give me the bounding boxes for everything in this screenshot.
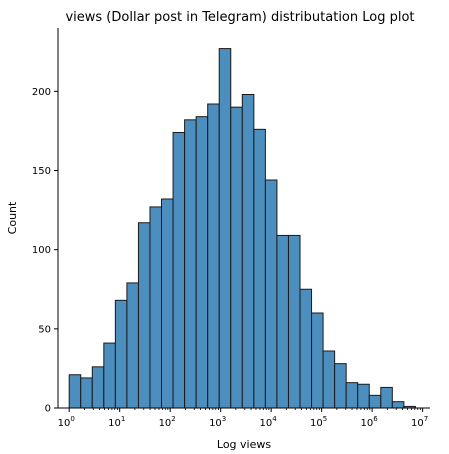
x-tick-label: 102: [159, 415, 176, 429]
histogram-bar: [161, 198, 174, 409]
chart-title: views (Dollar post in Telegram) distribu…: [65, 10, 414, 25]
histogram-bar: [287, 234, 301, 409]
bars-layer: [68, 48, 416, 409]
histogram-bar: [311, 312, 324, 409]
histogram-bar: [253, 128, 266, 409]
histogram-bar: [68, 374, 82, 409]
histogram-bar: [276, 234, 289, 409]
histogram-bar: [368, 394, 382, 409]
histogram-bar: [195, 116, 209, 409]
x-tick-label: 105: [310, 415, 327, 429]
y-ticks-layer: 0 50 100 150 200: [32, 87, 58, 415]
histogram-bar: [218, 48, 232, 409]
histogram-bar: [391, 401, 405, 409]
histogram-bar: [207, 103, 220, 409]
histogram-bar: [91, 366, 105, 409]
histogram-bar: [241, 94, 255, 409]
histogram-bar: [172, 132, 186, 409]
histogram-bar: [103, 342, 116, 409]
histogram-bar: [149, 206, 163, 409]
x-tick-label: 100: [58, 415, 75, 429]
histogram-bar: [184, 119, 197, 409]
histogram-bar: [264, 179, 278, 409]
histogram-bar: [322, 350, 336, 409]
histogram-bar: [380, 386, 393, 409]
y-tick-label: 100: [32, 245, 51, 256]
histogram-bar: [334, 363, 347, 409]
y-axis-label: Count: [6, 201, 19, 234]
x-tick-label: 104: [260, 415, 278, 429]
histogram-bar: [299, 288, 313, 409]
histogram-bar: [230, 106, 243, 409]
histogram-bar: [114, 299, 128, 409]
histogram-bar: [137, 222, 151, 409]
histogram-bar: [345, 382, 359, 409]
histogram-bar: [126, 282, 139, 409]
y-tick-label: 50: [38, 324, 51, 335]
y-tick-label: 150: [32, 166, 51, 177]
y-tick-label: 200: [32, 87, 51, 98]
x-ticks-layer: 100 101 102 103 104 105 106 107: [58, 408, 428, 429]
x-tick-label: 106: [361, 415, 379, 429]
histogram-bar: [357, 383, 370, 409]
x-axis-label: Log views: [217, 438, 271, 451]
x-tick-label: 107: [411, 415, 428, 429]
y-tick-label: 0: [45, 404, 51, 415]
x-tick-label: 103: [209, 415, 226, 429]
x-tick-label: 101: [108, 415, 125, 429]
histogram-bar: [80, 377, 93, 409]
